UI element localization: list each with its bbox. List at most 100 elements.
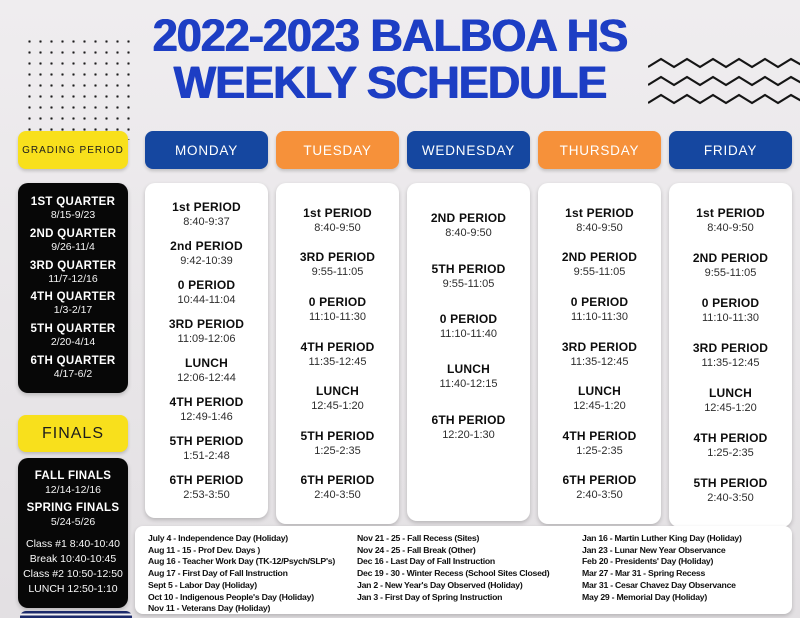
quarter-dates: 2/20-4/14 [50, 336, 96, 349]
holiday-line: Aug 16 - Teacher Work Day (TK-12/Psych/S… [148, 556, 335, 567]
period-time: 1:25-2:35 [576, 444, 623, 457]
period-name: 4TH PERIOD [169, 395, 244, 409]
holiday-line: Sept 5 - Labor Day (Holiday) [148, 579, 257, 590]
period-name: LUNCH [185, 356, 228, 370]
fall-finals-name: FALL FINALS [34, 470, 112, 482]
period-time: 1:25-2:35 [314, 444, 361, 457]
period-time: 2:40-3:50 [576, 489, 623, 502]
holidays-column-1: July 4 - Independence Day (Holiday) Aug … [148, 533, 335, 615]
day-card-wednesday: 2ND PERIOD 8:40-9:50 5TH PERIOD 9:55-11:… [407, 183, 530, 521]
period-row: 5TH PERIOD 1:25-2:35 [276, 429, 399, 457]
period-row: 0 PERIOD 11:10-11:30 [538, 295, 661, 323]
period-row: 5TH PERIOD 2:40-3:50 [669, 476, 792, 504]
period-row: 2ND PERIOD 9:55-11:05 [538, 250, 661, 278]
period-time: 9:55-11:05 [442, 277, 495, 290]
holiday-line: Nov 24 - 25 - Fall Break (Other) [357, 544, 476, 555]
holidays-card: July 4 - Independence Day (Holiday) Aug … [135, 526, 792, 614]
finals-schedule-line: Class #2 10:50-12:50 [23, 568, 123, 580]
period-time: 2:40-3:50 [707, 492, 754, 504]
holiday-line: Mar 31 - Cesar Chavez Day Observance [582, 579, 736, 590]
finals-schedule-line: Class #1 8:40-10:40 [26, 538, 120, 550]
quarter-dates: 11/7-12/16 [48, 272, 98, 285]
period-name: 5TH PERIOD [693, 476, 768, 490]
period-row: 4TH PERIOD 12:49-1:46 [145, 395, 268, 423]
period-time: 8:40-9:50 [314, 221, 361, 234]
grading-periods-card: 1ST QUARTER 8/15-9/23 2ND QUARTER 9/26-1… [18, 183, 128, 393]
period-row: 5TH PERIOD 9:55-11:05 [407, 262, 530, 290]
period-row: 0 PERIOD 11:10-11:30 [276, 295, 399, 323]
period-row: LUNCH 11:40-12:15 [407, 362, 530, 390]
quarter-dates: 8/15-9/23 [50, 208, 96, 221]
holiday-line: Dec 19 - 30 - Winter Recess (School Site… [357, 568, 550, 579]
period-name: 4TH PERIOD [300, 339, 375, 354]
day-card-tuesday: 1st PERIOD 8:40-9:50 3RD PERIOD 9:55-11:… [276, 183, 399, 524]
period-name: 4TH PERIOD [562, 428, 637, 443]
period-name: 5TH PERIOD [300, 428, 375, 443]
period-time: 9:55-11:05 [573, 266, 626, 279]
period-name: 1st PERIOD [172, 200, 241, 214]
period-name: 0 PERIOD [570, 294, 629, 309]
period-row: 3RD PERIOD 11:35-12:45 [538, 340, 661, 368]
period-time: 2:40-3:50 [314, 489, 361, 502]
period-name: 6TH PERIOD [300, 473, 375, 488]
finals-day-schedule: Class #1 8:40-10:40 Break 10:40-10:45 Cl… [18, 537, 128, 597]
holiday-line: Aug 17 - First Day of Fall Instruction [148, 568, 288, 579]
period-name: 0 PERIOD [439, 311, 498, 326]
period-row: 1st PERIOD 8:40-9:50 [669, 206, 792, 234]
zigzag-decoration [648, 57, 800, 105]
period-name: 4TH PERIOD [693, 431, 768, 445]
period-row: 2nd PERIOD 9:42-10:39 [145, 239, 268, 267]
holiday-line: Nov 21 - 25 - Fall Recess (Sites) [357, 533, 480, 543]
period-row: 3RD PERIOD 11:35-12:45 [669, 341, 792, 369]
period-time: 12:45-1:20 [311, 400, 364, 413]
spring-finals-name: SPRING FINALS [26, 502, 120, 514]
period-name: 0 PERIOD [701, 296, 760, 310]
period-row: 4TH PERIOD 1:25-2:35 [669, 431, 792, 459]
period-time: 11:10-11:30 [570, 310, 629, 323]
period-row: LUNCH 12:06-12:44 [145, 356, 268, 384]
period-row: 3RD PERIOD 11:09-12:06 [145, 317, 268, 345]
period-row: 6TH PERIOD 2:53-3:50 [145, 473, 268, 501]
period-time: 11:35-12:45 [308, 355, 367, 368]
period-time: 1:51-2:48 [183, 450, 230, 462]
holiday-line: Dec 16 - Last Day of Fall Instruction [357, 556, 495, 567]
quarter-dates: 1/3-2/17 [53, 304, 93, 317]
quarter-row: 3RD QUARTER 11/7-12/16 [18, 260, 128, 285]
period-time: 9:55-11:05 [311, 266, 364, 279]
period-name: 6TH PERIOD [431, 412, 506, 427]
holiday-line: Jan 16 - Martin Luther King Day (Holiday… [582, 533, 742, 543]
period-row: LUNCH 12:45-1:20 [669, 386, 792, 414]
period-name: 2nd PERIOD [170, 239, 243, 253]
period-row: 6TH PERIOD 2:40-3:50 [276, 473, 399, 501]
quarter-name: 1ST QUARTER [30, 195, 116, 208]
quarter-row: 1ST QUARTER 8/15-9/23 [18, 196, 128, 221]
period-name: 3RD PERIOD [561, 339, 638, 354]
period-name: 3RD PERIOD [299, 250, 376, 265]
period-time: 11:10-11:30 [308, 310, 367, 323]
period-row: LUNCH 12:45-1:20 [538, 384, 661, 412]
period-time: 9:42-10:39 [180, 255, 233, 267]
period-row: 6TH PERIOD 2:40-3:50 [538, 473, 661, 501]
period-row: 2ND PERIOD 8:40-9:50 [407, 211, 530, 239]
period-time: 11:10-11:30 [701, 312, 760, 324]
period-name: 2ND PERIOD [692, 251, 769, 265]
day-header-thursday: THURSDAY [538, 131, 661, 169]
period-time: 12:45-1:20 [573, 400, 626, 413]
title-line1: 2022-2023 BALBOA HS [152, 10, 629, 61]
period-time: 11:35-12:45 [570, 355, 629, 368]
quarter-name: 3RD QUARTER [29, 259, 117, 272]
grading-period-badge: GRADING PERIOD [18, 131, 128, 169]
holiday-line: Jan 23 - Lunar New Year Observance [582, 544, 726, 555]
period-row: 1st PERIOD 8:40-9:50 [276, 206, 399, 234]
title-line2: WEEKLY SCHEDULE [173, 57, 608, 108]
quarter-name: 2ND QUARTER [29, 227, 117, 240]
quarter-dates: 4/17-6/2 [53, 368, 93, 381]
period-row: 4TH PERIOD 11:35-12:45 [276, 340, 399, 368]
stripes-decoration [20, 611, 132, 618]
period-time: 11:35-12:45 [701, 357, 760, 369]
day-header-friday: FRIDAY [669, 131, 792, 169]
holiday-line: July 4 - Independence Day (Holiday) [148, 533, 288, 543]
period-time: 11:09-12:06 [177, 333, 236, 345]
period-name: LUNCH [709, 386, 752, 400]
period-name: LUNCH [578, 384, 621, 399]
